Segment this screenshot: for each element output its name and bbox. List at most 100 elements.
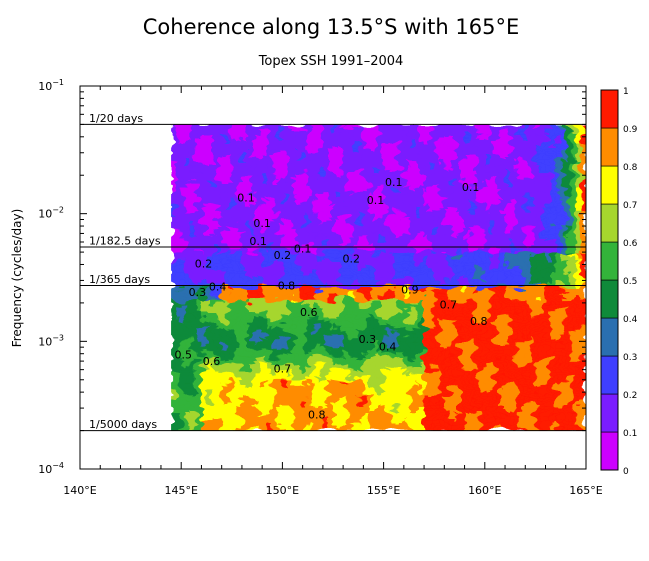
coherence-cell <box>216 239 223 244</box>
coherence-cell <box>277 292 284 296</box>
coherence-cell <box>272 247 279 251</box>
coherence-cell <box>272 204 279 208</box>
coherence-cell <box>348 174 354 178</box>
coherence-cell <box>181 167 187 171</box>
coherence-cell <box>181 229 187 234</box>
coherence-cell <box>246 169 253 173</box>
coherence-cell <box>277 347 284 351</box>
coherence-cell <box>363 285 370 289</box>
coherence-cell <box>226 144 233 148</box>
coherence-cell <box>302 264 309 269</box>
coherence-cell <box>317 372 324 377</box>
coherence-cell <box>231 305 238 309</box>
coherence-cell <box>216 184 223 188</box>
coherence-cell <box>186 247 193 251</box>
coherence-cell <box>297 320 304 324</box>
coherence-cell <box>358 152 365 156</box>
coherence-cell <box>211 362 218 367</box>
coherence-cell <box>257 219 263 223</box>
coherence-cell <box>176 187 182 191</box>
coherence-cell <box>221 375 228 379</box>
coherence-cell <box>211 172 218 176</box>
coherence-cell <box>353 287 359 291</box>
coherence-cell <box>292 325 299 329</box>
coherence-cell <box>312 385 319 389</box>
coherence-cell <box>348 234 354 239</box>
coherence-cell <box>201 217 208 221</box>
coherence-cell <box>221 164 228 168</box>
coherence-cell <box>211 345 218 349</box>
coherence-cell <box>186 387 193 392</box>
coherence-cell <box>246 254 253 259</box>
coherence-cell <box>262 239 268 244</box>
coherence-cell <box>338 224 344 229</box>
coherence-cell <box>292 174 299 178</box>
coherence-cell <box>262 222 268 226</box>
coherence-cell <box>186 149 193 153</box>
coherence-cell <box>221 202 228 206</box>
coherence-cell <box>327 355 334 359</box>
coherence-cell <box>338 310 344 314</box>
coherence-cell <box>236 320 243 324</box>
coherence-cell <box>236 332 243 336</box>
coherence-cell <box>327 169 334 173</box>
coherence-cell <box>191 355 198 359</box>
coherence-cell <box>272 415 279 419</box>
coherence-cell <box>343 257 349 261</box>
coherence-cell <box>181 262 187 266</box>
coherence-cell <box>322 126 329 131</box>
coherence-cell <box>327 269 334 274</box>
coherence-cell <box>226 315 233 319</box>
coherence-cell <box>307 287 314 291</box>
coherence-cell <box>317 370 324 374</box>
coherence-cell <box>196 199 203 203</box>
coherence-cell <box>272 377 279 382</box>
coherence-cell <box>231 300 238 304</box>
coherence-cell <box>191 280 198 284</box>
coherence-cell <box>343 134 349 138</box>
coherence-cell <box>176 402 182 407</box>
coherence-cell <box>201 307 208 311</box>
coherence-cell <box>307 295 314 299</box>
coherence-cell <box>211 234 218 239</box>
coherence-cell <box>231 229 238 234</box>
coherence-cell <box>257 320 263 324</box>
coherence-cell <box>302 382 309 387</box>
coherence-cell <box>338 307 344 311</box>
coherence-cell <box>287 415 294 419</box>
coherence-cell <box>231 217 238 221</box>
coherence-cell <box>181 244 187 249</box>
coherence-cell <box>292 142 299 146</box>
coherence-cell <box>327 413 334 417</box>
coherence-cell <box>181 405 187 409</box>
coherence-cell <box>186 237 193 241</box>
coherence-cell <box>252 402 258 407</box>
coherence-cell <box>206 362 213 367</box>
coherence-cell <box>317 413 324 417</box>
coherence-cell <box>312 184 319 188</box>
coherence-cell <box>262 224 268 229</box>
coherence-cell <box>327 340 334 344</box>
coherence-cell <box>211 407 218 412</box>
coherence-cell <box>343 167 349 171</box>
coherence-cell <box>236 277 243 281</box>
coherence-cell <box>236 232 243 236</box>
coherence-cell <box>236 184 243 188</box>
coherence-cell <box>257 277 263 281</box>
coherence-cell <box>201 272 208 276</box>
coherence-cell <box>322 335 329 339</box>
coherence-cell <box>201 312 208 316</box>
coherence-cell <box>307 310 314 314</box>
coherence-cell <box>267 390 273 394</box>
coherence-cell <box>373 332 380 336</box>
coherence-cell <box>176 410 182 414</box>
coherence-cell <box>176 169 182 173</box>
coherence-cell <box>327 302 334 306</box>
coherence-cell <box>282 415 289 419</box>
coherence-cell <box>282 387 289 392</box>
coherence-cell <box>348 362 354 367</box>
coherence-cell <box>322 345 329 349</box>
coherence-cell <box>216 272 223 276</box>
coherence-cell <box>191 325 198 329</box>
